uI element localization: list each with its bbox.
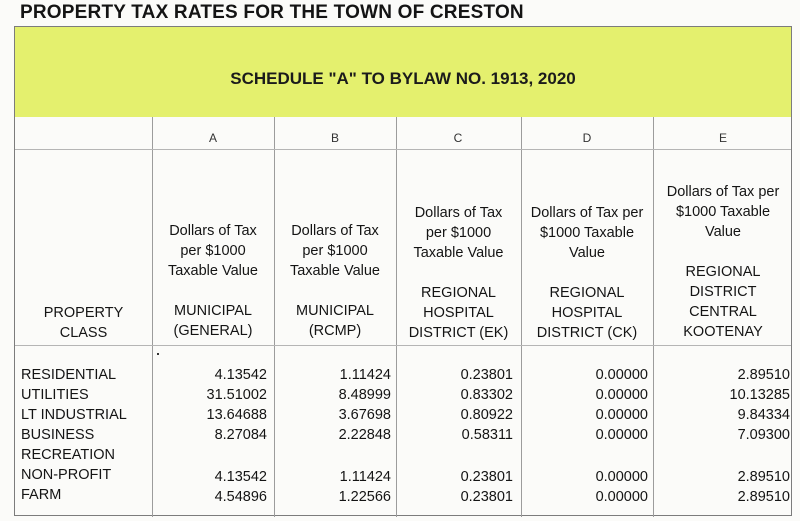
column-header-b: Dollars of Tax per $1000 Taxable Value M… <box>274 221 396 341</box>
column-name-line: (GENERAL) <box>173 323 253 339</box>
table-cell: 0.23801 <box>460 367 513 383</box>
table-cell: 2.89510 <box>737 469 790 485</box>
table-cell: 8.27084 <box>214 427 267 443</box>
table-cell: 0.00000 <box>595 387 648 403</box>
table-cell: 7.09300 <box>737 427 790 443</box>
column-desc-line: $1000 Taxable <box>675 204 771 220</box>
row-label: FARM <box>21 487 62 503</box>
column-header-c: Dollars of Tax per $1000 Taxable Value R… <box>396 203 521 343</box>
row-label: LT INDUSTRIAL <box>21 407 127 423</box>
column-desc-line: Taxable Value <box>413 245 504 261</box>
column-name-line: CENTRAL <box>689 304 757 320</box>
column-desc-line: per $1000 <box>302 243 368 259</box>
table-cell: 1.22566 <box>338 489 391 505</box>
column-name-line: DISTRICT (EK) <box>408 325 509 341</box>
column-divider <box>521 117 522 517</box>
column-name-line: (RCMP) <box>308 323 362 339</box>
column-name-line: HOSPITAL <box>551 305 623 321</box>
table-cell: 4.13542 <box>214 469 267 485</box>
schedule-banner: SCHEDULE "A" TO BYLAW NO. 1913, 2020 <box>15 27 791 117</box>
column-name-line: KOOTENAY <box>683 324 763 340</box>
table-cell: 2.89510 <box>737 489 790 505</box>
table-cell: 1.11424 <box>339 469 391 485</box>
row-label: NON-PROFIT <box>21 467 112 483</box>
table-cell: 3.67698 <box>338 407 391 423</box>
row-label: UTILITIES <box>21 387 89 403</box>
table-cell: 0.83302 <box>460 387 513 403</box>
row-divider <box>15 149 791 150</box>
table-cell: 0.00000 <box>595 367 648 383</box>
column-name-line: REGIONAL <box>549 285 625 301</box>
column-header-d: Dollars of Tax per $1000 Taxable Value R… <box>521 203 653 343</box>
column-letter-a: A <box>208 131 217 145</box>
column-letter-b: B <box>330 131 339 145</box>
table-cell: 8.48999 <box>338 387 391 403</box>
column-name-line: DISTRICT <box>689 284 757 300</box>
table-cell: 13.64688 <box>206 407 267 423</box>
column-letter-c: C <box>453 131 463 145</box>
column-name-line: REGIONAL <box>421 285 496 301</box>
table-cell: 0.80922 <box>460 407 513 423</box>
column-desc-line: Taxable Value <box>167 263 259 279</box>
schedule-title: SCHEDULE "A" TO BYLAW NO. 1913, 2020 <box>230 69 576 88</box>
table-cell: 4.54896 <box>214 489 267 505</box>
column-desc-line: $1000 Taxable <box>539 225 635 241</box>
page-title: PROPERTY TAX RATES FOR THE TOWN OF CREST… <box>20 2 524 23</box>
row-divider <box>15 345 791 346</box>
column-desc-line: per $1000 <box>180 243 246 259</box>
column-divider <box>152 117 153 517</box>
table-cell: 2.89510 <box>737 367 790 383</box>
table-cell: 31.51002 <box>206 387 267 403</box>
column-header-e: Dollars of Tax per $1000 Taxable Value R… <box>653 182 793 342</box>
column-desc-line: Dollars of Tax per <box>666 184 780 200</box>
table-cell: 9.84334 <box>737 407 790 423</box>
column-divider <box>396 117 397 517</box>
column-desc-line: Dollars of Tax <box>169 223 257 239</box>
column-name-line: DISTRICT (CK) <box>536 325 638 341</box>
column-desc-line: per $1000 <box>425 225 492 241</box>
column-name-line: MUNICIPAL <box>174 303 252 319</box>
table-cell: 0.23801 <box>460 489 513 505</box>
column-name-line: HOSPITAL <box>423 305 494 321</box>
table-cell: 0.23801 <box>460 469 513 485</box>
table-cell: 0.00000 <box>595 469 648 485</box>
column-desc-line: Dollars of Tax <box>291 223 379 239</box>
column-desc-line: Dollars of Tax <box>414 205 503 221</box>
row-label: RESIDENTIAL <box>21 367 117 383</box>
column-desc-line: Value <box>704 224 741 240</box>
row-label: BUSINESS <box>21 427 95 443</box>
table-cell: 0.00000 <box>595 427 648 443</box>
table-cell: 0.00000 <box>595 489 648 505</box>
tax-rate-table: SCHEDULE "A" TO BYLAW NO. 1913, 2020 A B… <box>14 26 793 517</box>
property-class-header: PROPERTY CLASS <box>43 305 124 341</box>
column-desc-line: Taxable Value <box>289 263 381 279</box>
column-divider <box>653 117 654 517</box>
column-header-a: Dollars of Tax per $1000 Taxable Value M… <box>152 221 274 341</box>
table-cell: 0.00000 <box>595 407 648 423</box>
table-cell: 10.13285 <box>729 387 790 403</box>
column-divider <box>274 117 275 517</box>
column-name-line: REGIONAL <box>685 264 761 280</box>
table-cell: 2.22848 <box>338 427 391 443</box>
column-desc-line: Dollars of Tax per <box>530 205 644 221</box>
column-name-line: MUNICIPAL <box>296 303 374 319</box>
column-letter-e: E <box>718 131 727 145</box>
table-cell: 1.11424 <box>339 367 391 383</box>
stray-dot <box>157 353 159 355</box>
table-cell: 4.13542 <box>214 367 267 383</box>
column-desc-line: Value <box>568 245 605 261</box>
row-label: RECREATION <box>21 447 115 463</box>
column-letter-d: D <box>582 131 592 145</box>
table-cell: 0.58311 <box>461 427 513 443</box>
